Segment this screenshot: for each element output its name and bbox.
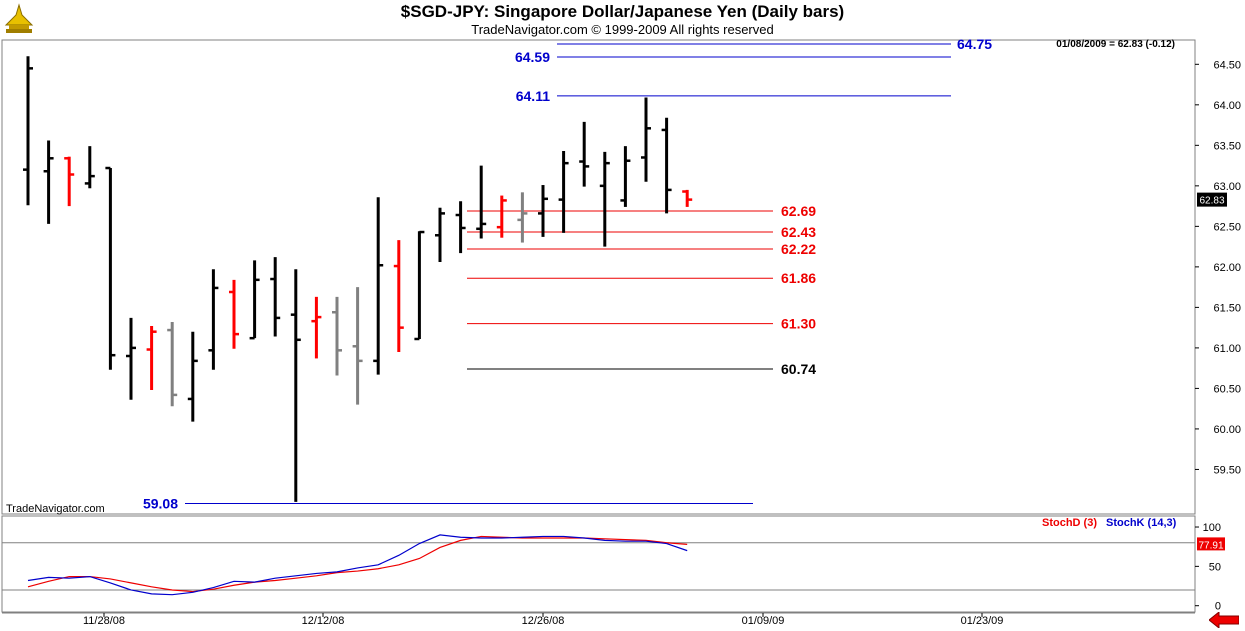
stochd-legend: StochD (3) [1042, 517, 1097, 529]
ohlc-bar [270, 257, 281, 337]
price-y-tick-label: 60.50 [1213, 383, 1241, 395]
last-price-box [1197, 192, 1227, 207]
ohlc-bar [23, 56, 33, 206]
ohlc-bar [167, 321, 178, 407]
ohlc-bar [64, 156, 75, 207]
stoch-panel-frame [1, 515, 1196, 613]
ohlc-bar [682, 189, 693, 207]
ohlc-bar [476, 165, 487, 239]
ohlc-bar [455, 201, 466, 254]
ohlc-bar [393, 240, 404, 352]
ohlc-bar [126, 317, 136, 400]
watermark-text: TradeNavigator.com [6, 503, 105, 515]
ohlc-bar [105, 166, 116, 370]
ohlc-bar [84, 146, 95, 189]
last-quote-label: 01/08/2009 = 62.83 (-0.12) [1056, 39, 1175, 50]
stoch-y-tick-label: 50 [1209, 561, 1221, 573]
x-axis-tick-label: 01/23/09 [961, 615, 1004, 627]
level-label: 64.59 [515, 49, 550, 65]
ohlc-bar [311, 296, 322, 359]
level-label: 61.86 [781, 270, 816, 286]
ohlc-bar [558, 151, 569, 233]
ohlc-bar [599, 151, 610, 247]
ohlc-bar [332, 296, 342, 376]
ohlc-bar [187, 331, 198, 422]
level-label: 62.43 [781, 224, 816, 240]
ohlc-bar [435, 207, 445, 263]
x-axis-tick-label: 12/26/08 [522, 615, 565, 627]
chart-header: $SGD-JPY: Singapore Dollar/Japanese Yen … [0, 0, 1245, 40]
scroll-left-arrow-icon[interactable] [1209, 612, 1239, 628]
ohlc-bar [579, 121, 590, 187]
price-y-tick-label: 64.00 [1213, 100, 1241, 112]
level-label: 64.75 [957, 36, 992, 52]
level-label: 61.30 [781, 316, 816, 332]
price-y-tick-label: 64.50 [1213, 59, 1241, 71]
level-label: 62.69 [781, 203, 816, 219]
ohlc-bar [249, 260, 260, 340]
stoch-last-value-label: 77.91 [1198, 540, 1223, 551]
stochk-line [27, 534, 688, 596]
price-y-tick-label: 61.00 [1213, 343, 1241, 355]
stoch-last-value-box [1197, 537, 1225, 551]
stochk-legend: StochK (14,3) [1106, 517, 1177, 529]
level-label: 62.22 [781, 241, 816, 257]
stoch-y-tick-label: 100 [1203, 522, 1221, 534]
x-axis-tick-label: 12/12/08 [302, 615, 345, 627]
ohlc-bar [414, 230, 425, 341]
ohlc-bar [352, 287, 363, 405]
level-label: 64.11 [516, 88, 550, 104]
tradenavigator-logo-icon [4, 3, 34, 33]
stoch-y-tick-label: 0 [1215, 601, 1221, 613]
ohlc-bar [620, 146, 631, 207]
ohlc-bar [496, 195, 507, 238]
ohlc-bar [373, 197, 384, 375]
price-y-tick-label: 63.00 [1213, 181, 1241, 193]
stochd-line [27, 535, 688, 593]
price-y-tick-label: 59.50 [1213, 464, 1241, 476]
ohlc-bar [229, 279, 239, 349]
ohlc-bar [208, 269, 219, 370]
ohlc-bar [43, 140, 54, 224]
ohlc-bar [641, 97, 651, 182]
ohlc-bar [661, 117, 672, 214]
price-y-tick-label: 60.00 [1213, 424, 1241, 436]
level-label: 59.08 [143, 495, 178, 511]
x-axis-tick-label: 01/09/09 [742, 615, 785, 627]
price-panel-frame [1, 39, 1196, 515]
ohlc-bar [538, 185, 548, 237]
price-y-tick-label: 63.50 [1213, 140, 1241, 152]
copyright-subtitle: TradeNavigator.com © 1999-2009 All right… [471, 22, 774, 37]
chart-title: $SGD-JPY: Singapore Dollar/Japanese Yen … [400, 2, 845, 21]
price-y-tick-label: 62.00 [1213, 262, 1241, 274]
price-y-tick-label: 62.50 [1213, 221, 1241, 233]
ohlc-bar [517, 192, 528, 243]
last-price-label: 62.83 [1199, 196, 1224, 207]
price-y-tick-label: 61.50 [1213, 302, 1241, 314]
level-label: 60.74 [781, 361, 816, 377]
ohlc-bar [146, 326, 157, 391]
ohlc-bar [290, 269, 301, 502]
x-axis-tick-label: 11/28/08 [83, 615, 125, 627]
